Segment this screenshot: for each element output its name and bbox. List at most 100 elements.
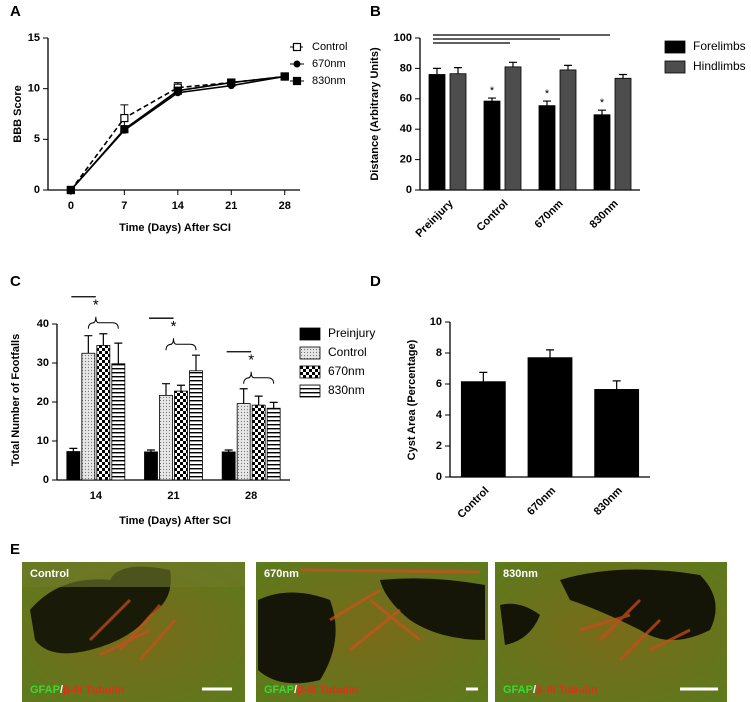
micrograph-label: 670nm — [264, 568, 299, 580]
error-bar — [239, 388, 248, 404]
x-tick-label: Preinjury — [413, 197, 456, 240]
stain-green: GFAP — [30, 684, 60, 696]
bar — [428, 74, 446, 191]
y-tick-label: 0 — [406, 184, 412, 196]
error-bar — [619, 73, 627, 79]
brace — [243, 371, 275, 384]
bar — [251, 404, 266, 481]
micrograph-label: 830nm — [503, 568, 538, 580]
error-bar — [224, 449, 233, 452]
legend-swatch — [664, 40, 686, 54]
stain-label: GFAP/β-III Tubulin — [30, 684, 125, 696]
error-bar — [147, 449, 155, 452]
legend-label: Hindlimbs — [693, 59, 746, 73]
bar — [189, 370, 203, 481]
legend-marker — [292, 76, 302, 86]
y-tick-label: 80 — [400, 62, 412, 74]
error-bar — [479, 371, 488, 382]
bar — [594, 389, 640, 478]
y-tick-label: 6 — [436, 378, 442, 390]
bar — [559, 69, 577, 191]
error-bar — [612, 380, 621, 390]
annotation: * — [545, 88, 550, 100]
error-bar — [509, 61, 517, 67]
error-bar — [454, 67, 462, 74]
y-tick-label: 10 — [37, 435, 49, 447]
bar — [483, 100, 501, 191]
y-axis-title: Cyst Area (Percentage) — [406, 339, 418, 460]
micrograph — [256, 562, 488, 702]
legend-label: 670nm — [312, 58, 346, 70]
x-tick-label: 830nm — [592, 485, 625, 518]
stain-separator: / — [60, 684, 63, 696]
stain-red: β-III Tubulin — [63, 684, 125, 696]
x-axis-title: Time (Days) After SCI — [119, 222, 231, 234]
legend-marker — [293, 60, 301, 68]
error-bar — [543, 100, 551, 106]
legend-label: Forelimbs — [693, 39, 746, 53]
error-bar — [84, 335, 93, 354]
stain-separator: / — [533, 684, 536, 696]
y-axis-title: Distance (Arbitrary Units) — [369, 47, 381, 181]
stain-green: GFAP — [264, 684, 294, 696]
panel-letter: B — [370, 3, 381, 20]
bar — [159, 394, 173, 481]
error-bar — [269, 401, 278, 409]
stain-label: GFAP/β-III Tubulin — [503, 684, 598, 696]
legend-label: 830nm — [328, 383, 365, 397]
y-axis-title: BBB Score — [12, 85, 24, 142]
bar — [66, 451, 81, 481]
x-tick-label: 670nm — [533, 198, 566, 231]
legend-label: 830nm — [312, 75, 346, 87]
error-bar — [177, 384, 185, 392]
legend-label: 670nm — [328, 364, 365, 378]
legend-marker — [292, 42, 302, 52]
y-tick-label: 40 — [37, 318, 49, 330]
stain-red: β-III Tubulin — [536, 684, 598, 696]
y-tick-label: 15 — [28, 32, 40, 44]
y-tick-label: 40 — [400, 123, 412, 135]
bar — [538, 105, 556, 191]
panel-letter: E — [10, 541, 20, 558]
bar — [614, 77, 632, 191]
annotation: * — [600, 97, 605, 109]
annotation: * — [248, 352, 254, 369]
x-axis-title: Time (Days) After SCI — [119, 515, 231, 527]
y-tick-label: 0 — [43, 474, 49, 486]
error-bar — [69, 447, 78, 452]
bar — [527, 357, 573, 478]
bar — [460, 381, 506, 478]
y-tick-label: 20 — [37, 396, 49, 408]
bar — [81, 352, 96, 481]
micrograph — [22, 562, 245, 702]
annotation: * — [490, 85, 495, 97]
error-bar — [546, 349, 554, 358]
brace — [165, 338, 197, 351]
bar — [593, 114, 611, 191]
y-tick-label: 30 — [37, 357, 49, 369]
x-tick-label: 830nm — [588, 198, 621, 231]
error-bar — [162, 383, 170, 396]
x-tick-label: 28 — [245, 490, 257, 502]
y-tick-label: 10 — [28, 83, 40, 95]
bar — [221, 451, 236, 481]
legend-label: Preinjury — [328, 326, 375, 340]
y-tick-label: 0 — [34, 184, 40, 196]
micrograph-label: Control — [30, 568, 69, 580]
error-bar — [192, 354, 200, 371]
point — [66, 185, 76, 195]
panel-letter: A — [10, 3, 21, 20]
point — [120, 125, 129, 134]
bar — [174, 390, 188, 481]
y-tick-label: 2 — [436, 440, 442, 452]
y-tick-label: 10 — [430, 316, 442, 328]
x-tick-label: Control — [455, 485, 491, 521]
stain-separator: / — [294, 684, 297, 696]
bar — [266, 407, 281, 481]
error-bar — [598, 109, 606, 115]
legend-swatch — [299, 384, 321, 398]
y-tick-label: 0 — [436, 471, 442, 483]
panel-letter: C — [10, 273, 21, 290]
error-bar — [564, 64, 572, 70]
